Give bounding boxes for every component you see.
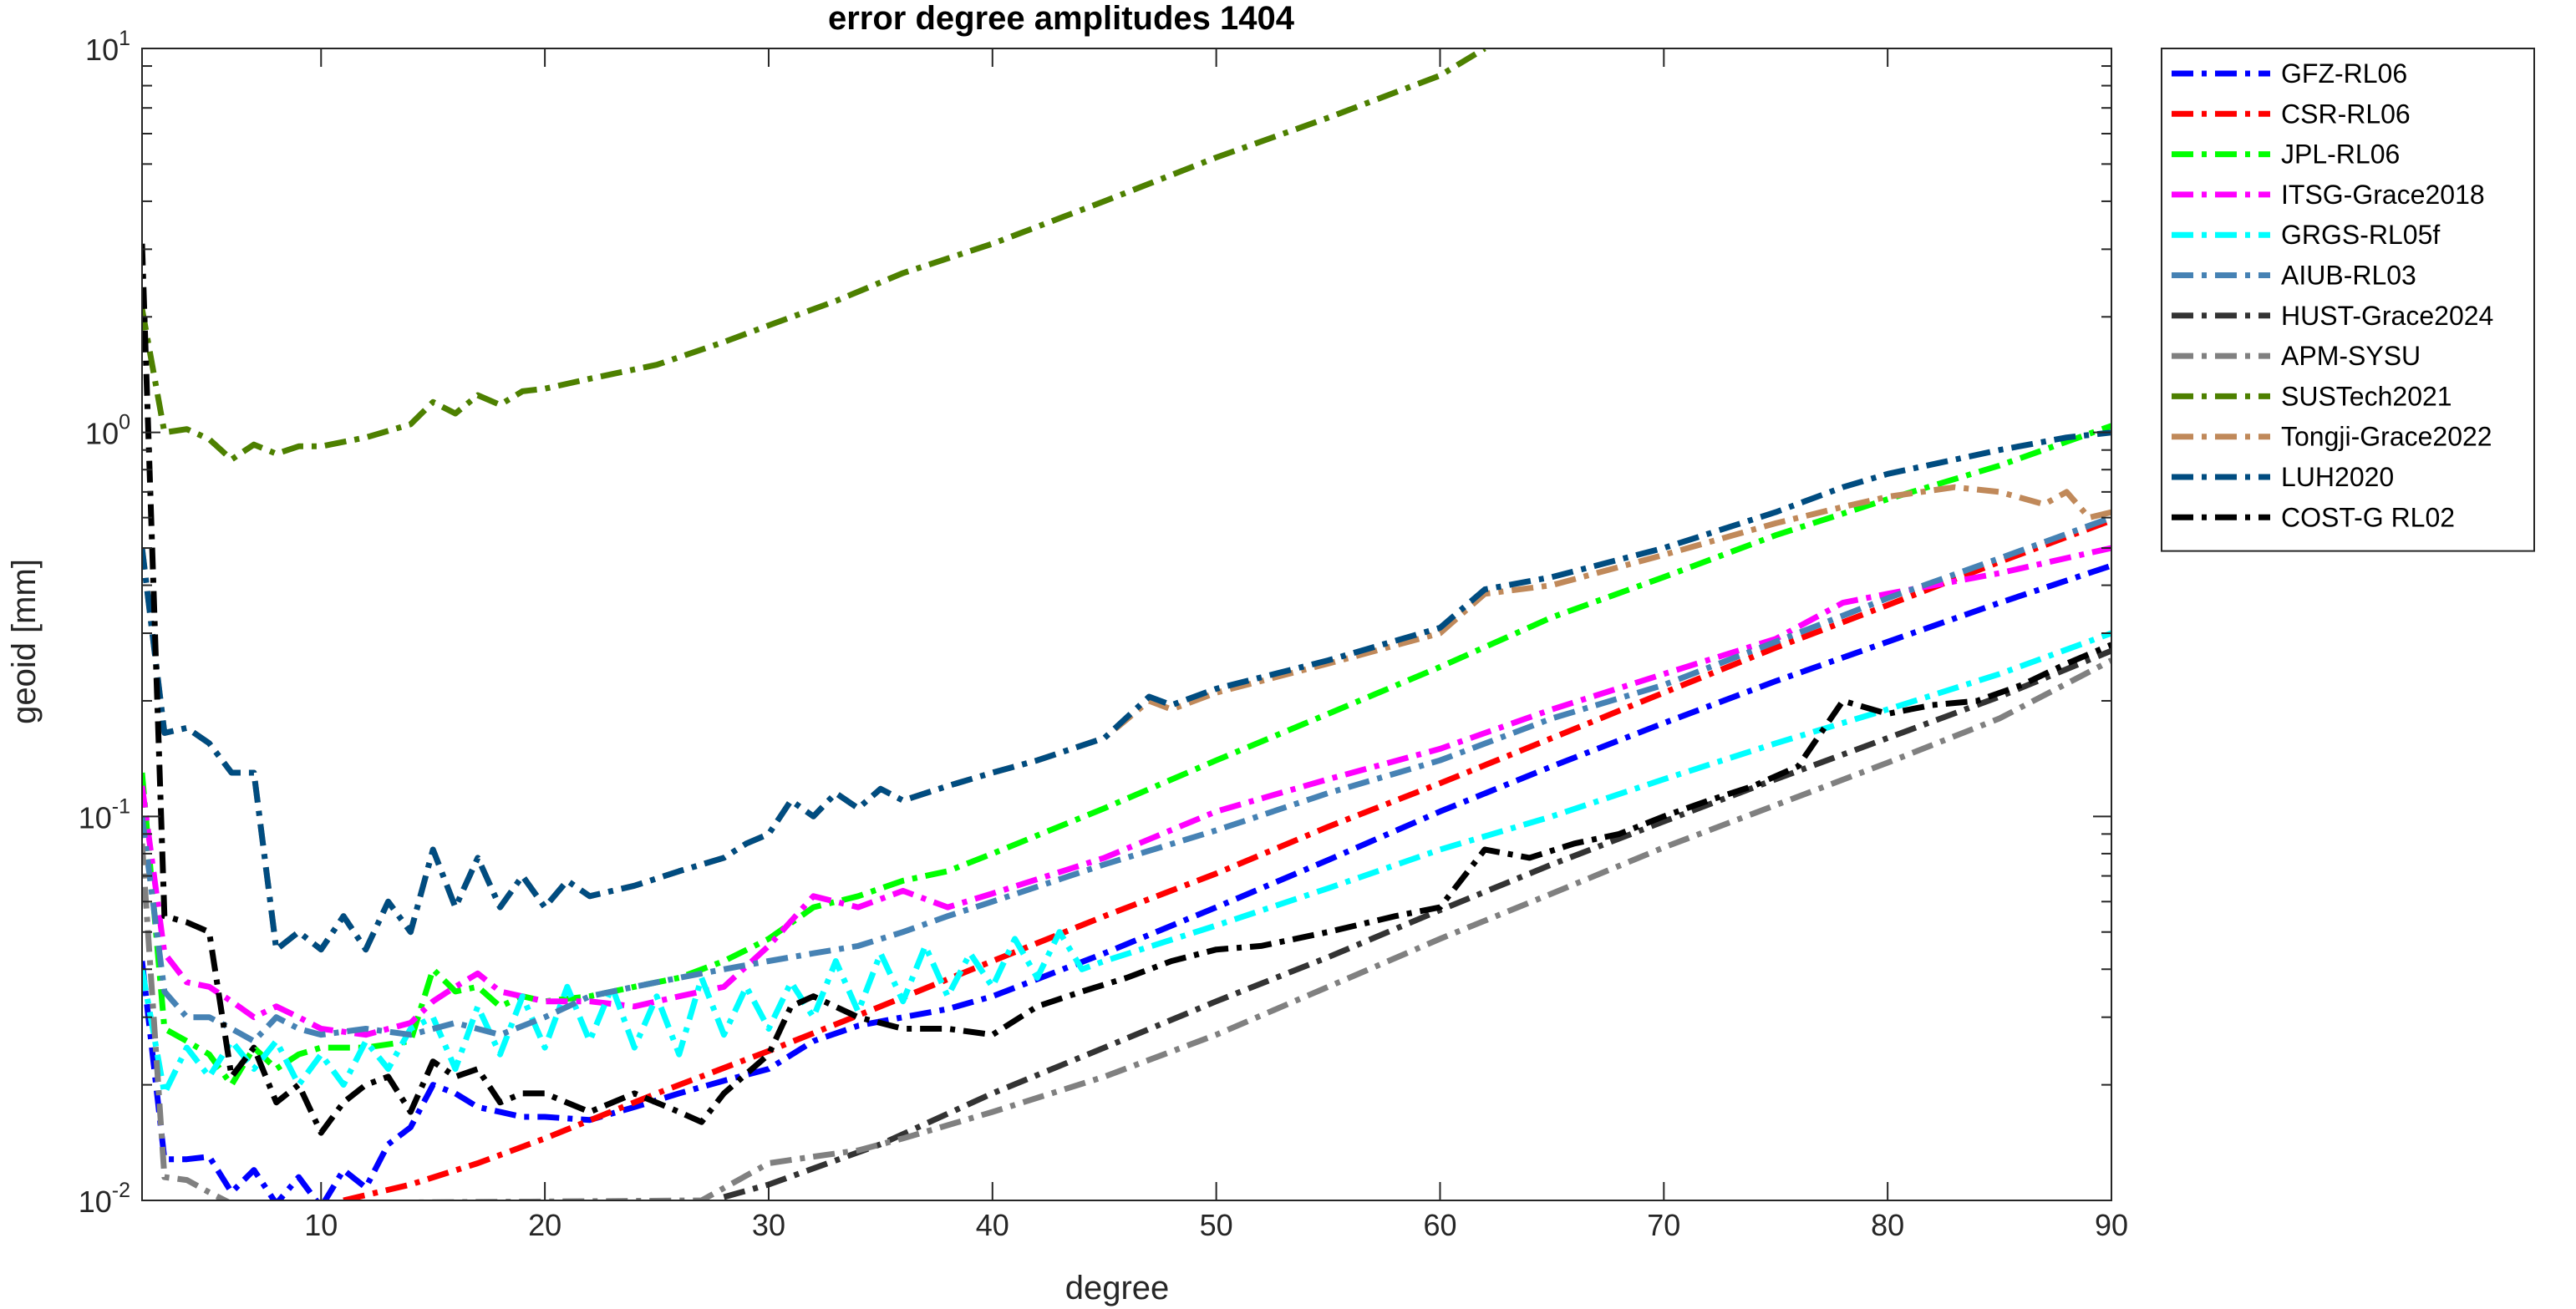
legend-label-11: COST-G RL02 xyxy=(2281,502,2455,532)
y-tick-label: 10-1 xyxy=(79,794,130,835)
series-group xyxy=(142,48,2111,1200)
x-tick-label: 10 xyxy=(304,1208,338,1242)
x-tick-label: 80 xyxy=(1871,1208,1904,1242)
series-line-3 xyxy=(142,545,2111,1038)
legend-box xyxy=(2161,48,2535,552)
series-line-6 xyxy=(723,647,2111,1200)
x-tick-label: 50 xyxy=(1200,1208,1233,1242)
series-line-1 xyxy=(343,517,2111,1200)
x-tick-label: 70 xyxy=(1647,1208,1680,1242)
legend-label-4: GRGS-RL05f xyxy=(2281,220,2440,250)
x-tick-label: 40 xyxy=(976,1208,1009,1242)
axes: 10 20 30 40 50 60 70 80 90 10-2 10-1 100 101 xyxy=(79,27,2128,1242)
legend-label-3: ITSG-Grace2018 xyxy=(2281,180,2485,210)
axes-box xyxy=(141,48,2112,1201)
legend: GFZ-RL06 CSR-RL06 JPL-RL06 ITSG-Grace2018 GR… xyxy=(2161,48,2535,552)
series-line-2 xyxy=(142,423,2111,1088)
y-tick-label: 10-2 xyxy=(79,1179,130,1219)
legend-label-7: APM-SYSU xyxy=(2281,341,2421,371)
legend-label-2: JPL-RL06 xyxy=(2281,140,2400,170)
plot-background xyxy=(142,48,2111,1200)
series-line-4 xyxy=(142,630,2111,1097)
legend-label-9: Tongji-Grace2022 xyxy=(2281,422,2492,452)
x-tick-label: 60 xyxy=(1423,1208,1456,1242)
y-tick-label: 101 xyxy=(85,27,130,67)
legend-label-0: GFZ-RL06 xyxy=(2281,58,2407,89)
legend-label-6: HUST-Grace2024 xyxy=(2281,301,2493,331)
x-tick-label: 90 xyxy=(2095,1208,2128,1242)
legend-label-8: SUSTech2021 xyxy=(2281,381,2452,411)
series-line-0 xyxy=(142,562,2111,1200)
series-line-5 xyxy=(142,515,2111,1044)
series-line-8 xyxy=(142,48,1486,463)
legend-label-1: CSR-RL06 xyxy=(2281,99,2411,129)
series-line-7 xyxy=(142,657,2111,1200)
x-tick-label: 20 xyxy=(528,1208,561,1242)
series-line-10 xyxy=(142,429,2111,953)
y-axis-label: geoid [mm] xyxy=(6,559,43,724)
plot-area xyxy=(142,48,2111,1200)
legend-label-10: LUH2020 xyxy=(2281,462,2394,492)
x-axis-label: degree xyxy=(1065,1270,1170,1306)
series-line-9 xyxy=(142,484,2111,953)
legend-label-5: AIUB-RL03 xyxy=(2281,261,2416,291)
y-tick-label: 100 xyxy=(85,411,130,451)
chart-title: error degree amplitudes 1404 xyxy=(828,0,1295,37)
x-tick-label: 30 xyxy=(752,1208,785,1242)
